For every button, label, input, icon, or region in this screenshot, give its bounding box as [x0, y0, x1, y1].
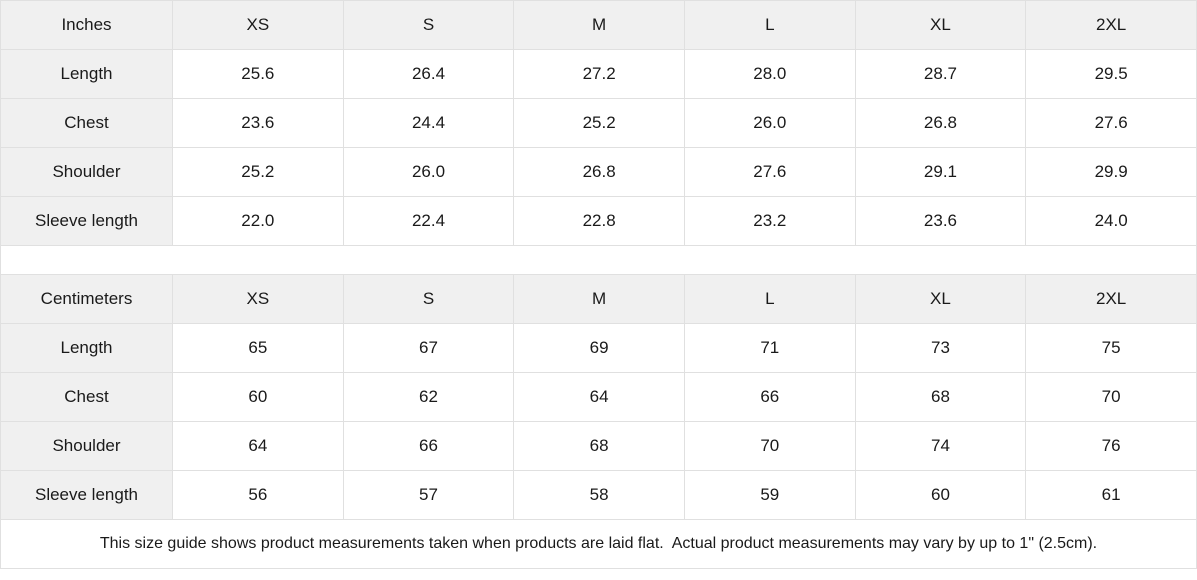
- measurement-cell: 24.4: [342, 98, 515, 148]
- centimeters-size-header-xl: XL: [854, 274, 1027, 324]
- measurement-cell: 26.8: [854, 98, 1027, 148]
- inches-size-header-2xl: 2XL: [1025, 0, 1197, 50]
- inches-row-chest: Chest 23.6 24.4 25.2 26.0 26.8 27.6: [0, 98, 1197, 148]
- row-label: Length: [0, 49, 173, 99]
- row-label: Shoulder: [0, 147, 173, 197]
- table-spacer: [0, 246, 1197, 274]
- measurement-cell: 27.2: [513, 49, 685, 99]
- measurement-cell: 29.1: [854, 147, 1027, 197]
- centimeters-size-table: Centimeters XS S M L XL 2XL Length 65 67…: [0, 274, 1197, 520]
- row-label: Chest: [0, 98, 173, 148]
- measurement-cell: 70: [683, 421, 856, 471]
- measurement-cell: 23.6: [854, 196, 1027, 246]
- measurement-cell: 27.6: [683, 147, 856, 197]
- measurement-cell: 23.2: [683, 196, 856, 246]
- centimeters-unit-header: Centimeters: [0, 274, 173, 324]
- inches-size-table: Inches XS S M L XL 2XL Length 25.6 26.4 …: [0, 0, 1197, 246]
- centimeters-size-header-l: L: [683, 274, 856, 324]
- measurement-cell: 57: [342, 470, 515, 520]
- measurement-cell: 70: [1025, 372, 1197, 422]
- centimeters-size-header-s: S: [342, 274, 515, 324]
- row-label: Sleeve length: [0, 470, 173, 520]
- centimeters-size-header-2xl: 2XL: [1025, 274, 1197, 324]
- measurement-cell: 22.0: [172, 196, 344, 246]
- measurement-cell: 73: [854, 323, 1027, 373]
- measurement-cell: 25.6: [172, 49, 344, 99]
- measurement-cell: 26.0: [342, 147, 515, 197]
- inches-unit-header: Inches: [0, 0, 173, 50]
- measurement-cell: 26.8: [513, 147, 685, 197]
- measurement-cell: 26.4: [342, 49, 515, 99]
- centimeters-row-chest: Chest 60 62 64 66 68 70: [0, 372, 1197, 422]
- measurement-cell: 68: [513, 421, 685, 471]
- measurement-cell: 71: [683, 323, 856, 373]
- measurement-cell: 60: [854, 470, 1027, 520]
- inches-size-header-xl: XL: [854, 0, 1027, 50]
- measurement-cell: 58: [513, 470, 685, 520]
- inches-row-shoulder: Shoulder 25.2 26.0 26.8 27.6 29.1 29.9: [0, 147, 1197, 197]
- measurement-cell: 26.0: [683, 98, 856, 148]
- measurement-cell: 61: [1025, 470, 1197, 520]
- measurement-cell: 64: [172, 421, 344, 471]
- inches-size-header-s: S: [342, 0, 515, 50]
- measurement-cell: 75: [1025, 323, 1197, 373]
- centimeters-row-shoulder: Shoulder 64 66 68 70 74 76: [0, 421, 1197, 471]
- measurement-cell: 23.6: [172, 98, 344, 148]
- row-label: Chest: [0, 372, 173, 422]
- measurement-cell: 25.2: [513, 98, 685, 148]
- measurement-cell: 28.0: [683, 49, 856, 99]
- measurement-cell: 24.0: [1025, 196, 1197, 246]
- inches-row-sleeve-length: Sleeve length 22.0 22.4 22.8 23.2 23.6 2…: [0, 196, 1197, 246]
- row-label: Sleeve length: [0, 196, 173, 246]
- measurement-cell: 67: [342, 323, 515, 373]
- measurement-cell: 60: [172, 372, 344, 422]
- measurement-cell: 59: [683, 470, 856, 520]
- inches-row-length: Length 25.6 26.4 27.2 28.0 28.7 29.5: [0, 49, 1197, 99]
- centimeters-size-header-xs: XS: [172, 274, 344, 324]
- row-label: Shoulder: [0, 421, 173, 471]
- measurement-cell: 62: [342, 372, 515, 422]
- measurement-cell: 66: [342, 421, 515, 471]
- measurement-cell: 56: [172, 470, 344, 520]
- measurement-cell: 68: [854, 372, 1027, 422]
- measurement-cell: 65: [172, 323, 344, 373]
- measurement-cell: 66: [683, 372, 856, 422]
- measurement-cell: 74: [854, 421, 1027, 471]
- measurement-cell: 28.7: [854, 49, 1027, 99]
- size-guide-note: This size guide shows product measuremen…: [0, 520, 1197, 569]
- centimeters-row-length: Length 65 67 69 71 73 75: [0, 323, 1197, 373]
- centimeters-size-header-m: M: [513, 274, 685, 324]
- measurement-cell: 27.6: [1025, 98, 1197, 148]
- centimeters-row-sleeve-length: Sleeve length 56 57 58 59 60 61: [0, 470, 1197, 520]
- measurement-cell: 29.9: [1025, 147, 1197, 197]
- measurement-cell: 22.4: [342, 196, 515, 246]
- inches-size-header-l: L: [683, 0, 856, 50]
- inches-header-row: Inches XS S M L XL 2XL: [0, 0, 1197, 50]
- measurement-cell: 76: [1025, 421, 1197, 471]
- row-label: Length: [0, 323, 173, 373]
- measurement-cell: 29.5: [1025, 49, 1197, 99]
- measurement-cell: 64: [513, 372, 685, 422]
- centimeters-header-row: Centimeters XS S M L XL 2XL: [0, 274, 1197, 324]
- measurement-cell: 22.8: [513, 196, 685, 246]
- measurement-cell: 69: [513, 323, 685, 373]
- inches-size-header-m: M: [513, 0, 685, 50]
- inches-size-header-xs: XS: [172, 0, 344, 50]
- measurement-cell: 25.2: [172, 147, 344, 197]
